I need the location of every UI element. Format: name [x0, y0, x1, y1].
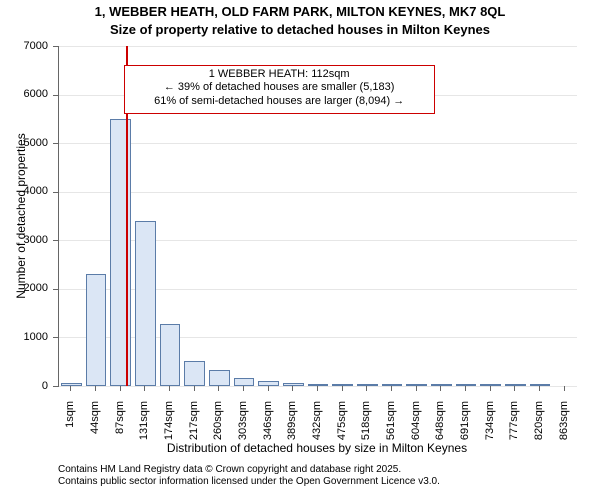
plot-area: 1 WEBBER HEATH: 112sqm ← 39% of detached…	[58, 46, 577, 387]
gridline-h	[59, 46, 577, 47]
x-tick-label: 389sqm	[286, 401, 298, 451]
x-tick-label: 44sqm	[89, 401, 101, 451]
y-tick-label: 5000	[0, 137, 48, 149]
x-tick-mark	[95, 386, 96, 391]
chart-root: 1, WEBBER HEATH, OLD FARM PARK, MILTON K…	[0, 0, 600, 500]
x-tick-mark	[268, 386, 269, 391]
histogram-bar	[234, 378, 255, 386]
histogram-bar	[160, 324, 181, 386]
y-tick-label: 1000	[0, 331, 48, 343]
x-tick-mark	[366, 386, 367, 391]
x-tick-label: 648sqm	[434, 401, 446, 451]
y-tick-mark	[53, 46, 58, 47]
x-tick-label: 604sqm	[410, 401, 422, 451]
x-tick-label: 260sqm	[212, 401, 224, 451]
annotation-line1: 1 WEBBER HEATH: 112sqm	[129, 68, 430, 82]
x-tick-mark	[490, 386, 491, 391]
x-tick-mark	[539, 386, 540, 391]
x-tick-label: 432sqm	[311, 401, 323, 451]
histogram-bar	[110, 119, 131, 386]
chart-title-line2: Size of property relative to detached ho…	[0, 22, 600, 37]
x-tick-mark	[317, 386, 318, 391]
x-tick-mark	[70, 386, 71, 391]
annotation-line3: 61% of semi-detached houses are larger (…	[129, 95, 430, 109]
y-tick-mark	[53, 240, 58, 241]
y-tick-label: 2000	[0, 282, 48, 294]
y-tick-label: 3000	[0, 234, 48, 246]
footer-line1: Contains HM Land Registry data © Crown c…	[58, 464, 440, 476]
chart-title-line1: 1, WEBBER HEATH, OLD FARM PARK, MILTON K…	[0, 4, 600, 19]
x-tick-mark	[292, 386, 293, 391]
y-tick-label: 0	[0, 380, 48, 392]
x-tick-label: 518sqm	[360, 401, 372, 451]
x-tick-label: 87sqm	[114, 401, 126, 451]
footer-line2: Contains public sector information licen…	[58, 476, 440, 488]
x-tick-mark	[564, 386, 565, 391]
y-tick-label: 6000	[0, 88, 48, 100]
y-tick-mark	[53, 192, 58, 193]
y-tick-label: 7000	[0, 40, 48, 52]
x-tick-mark	[514, 386, 515, 391]
footer-attribution: Contains HM Land Registry data © Crown c…	[58, 464, 440, 488]
x-tick-mark	[440, 386, 441, 391]
gridline-h	[59, 386, 577, 387]
x-tick-label: 691sqm	[459, 401, 471, 451]
x-tick-mark	[465, 386, 466, 391]
x-tick-mark	[120, 386, 121, 391]
y-tick-mark	[53, 337, 58, 338]
y-tick-mark	[53, 143, 58, 144]
gridline-h	[59, 192, 577, 193]
x-tick-mark	[342, 386, 343, 391]
histogram-bar	[86, 274, 107, 386]
y-tick-mark	[53, 289, 58, 290]
y-tick-label: 4000	[0, 185, 48, 197]
x-tick-mark	[194, 386, 195, 391]
histogram-bar	[209, 370, 230, 386]
histogram-bar	[135, 221, 156, 386]
x-tick-label: 131sqm	[138, 401, 150, 451]
x-tick-label: 303sqm	[237, 401, 249, 451]
x-tick-label: 475sqm	[336, 401, 348, 451]
x-tick-label: 346sqm	[262, 401, 274, 451]
histogram-bar	[184, 361, 205, 386]
x-tick-label: 734sqm	[484, 401, 496, 451]
x-tick-mark	[169, 386, 170, 391]
x-tick-label: 217sqm	[188, 401, 200, 451]
x-tick-mark	[243, 386, 244, 391]
y-tick-mark	[53, 95, 58, 96]
x-tick-label: 863sqm	[558, 401, 570, 451]
x-tick-mark	[416, 386, 417, 391]
x-tick-mark	[391, 386, 392, 391]
annotation-line2: ← 39% of detached houses are smaller (5,…	[129, 81, 430, 95]
x-tick-label: 561sqm	[385, 401, 397, 451]
x-tick-mark	[144, 386, 145, 391]
x-tick-mark	[218, 386, 219, 391]
x-tick-label: 820sqm	[533, 401, 545, 451]
y-tick-mark	[53, 386, 58, 387]
x-tick-label: 1sqm	[64, 401, 76, 451]
x-tick-label: 777sqm	[508, 401, 520, 451]
x-tick-label: 174sqm	[163, 401, 175, 451]
gridline-h	[59, 143, 577, 144]
property-annotation-box: 1 WEBBER HEATH: 112sqm ← 39% of detached…	[124, 65, 435, 114]
